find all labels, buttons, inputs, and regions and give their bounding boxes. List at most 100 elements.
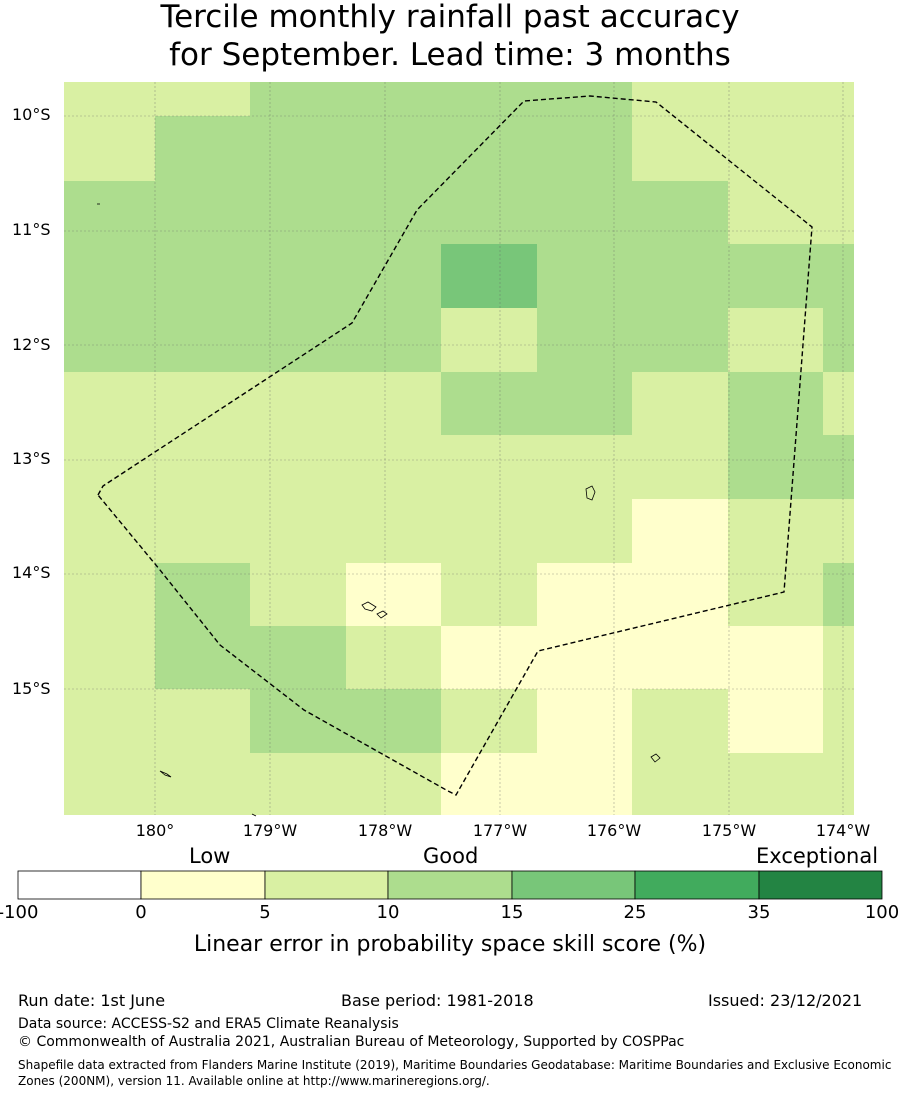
grid-cell xyxy=(250,689,346,753)
grid-cell xyxy=(64,308,155,372)
grid-cell xyxy=(155,116,250,181)
grid-cell xyxy=(346,626,441,689)
grid-cell xyxy=(728,499,823,563)
island-outline xyxy=(585,485,596,501)
grid-cell xyxy=(155,308,250,372)
colorbar-boxes xyxy=(17,870,883,900)
grid-cell xyxy=(441,626,537,689)
colorbar-box xyxy=(17,870,142,900)
grid-cell xyxy=(346,753,441,815)
grid-cell xyxy=(155,689,250,753)
grid-cell xyxy=(441,435,537,499)
grid-cell xyxy=(632,116,728,181)
lat-label: 11°S xyxy=(12,220,51,239)
grid-cell xyxy=(441,116,537,181)
lon-label: 176°W xyxy=(586,821,642,840)
grid-cell xyxy=(632,435,728,499)
colorbar-tick: 10 xyxy=(376,902,400,923)
grid-cell xyxy=(64,116,155,181)
grid-cell xyxy=(728,689,823,753)
grid-cell xyxy=(64,753,155,815)
grid-cell xyxy=(537,116,632,181)
colorbar-tick: 0 xyxy=(135,902,147,923)
grid-cell xyxy=(346,563,441,626)
grid-cell xyxy=(441,82,537,116)
grid-cell xyxy=(64,689,155,753)
colorbar-box xyxy=(634,870,760,900)
chart-title-line-1: Tercile monthly rainfall past accuracy xyxy=(160,0,740,35)
grid-cell xyxy=(728,626,823,689)
grid-cell xyxy=(441,499,537,563)
grid-cell xyxy=(823,181,854,244)
colorbar-tick: 15 xyxy=(500,902,524,923)
legend-category-exceptional: Exceptional xyxy=(756,844,879,868)
grid-cell xyxy=(441,753,537,815)
colorbar-box xyxy=(387,870,513,900)
grid-cell xyxy=(346,181,441,244)
grid-cell xyxy=(537,181,632,244)
grid-cell xyxy=(155,563,250,626)
grid-cell xyxy=(346,499,441,563)
grid-cell xyxy=(155,435,250,499)
grid-cell xyxy=(823,435,854,499)
grid-cell xyxy=(537,563,632,626)
grid-cell xyxy=(155,82,250,116)
grid-cell xyxy=(728,435,823,499)
grid-cell xyxy=(441,563,537,626)
grid-cell xyxy=(441,244,537,308)
grid-cell xyxy=(632,689,728,753)
grid-cell xyxy=(632,499,728,563)
grid-cell xyxy=(728,372,823,435)
lat-label: 13°S xyxy=(12,449,51,468)
grid-cell xyxy=(632,308,728,372)
colorbar-tick: 5 xyxy=(259,902,271,923)
grid-cell xyxy=(250,372,346,435)
grid-cell xyxy=(441,372,537,435)
grid-cell xyxy=(250,435,346,499)
legend-category-good: Good xyxy=(423,844,479,868)
grid-cell xyxy=(250,181,346,244)
grid-cell xyxy=(632,372,728,435)
grid-cell xyxy=(823,116,854,181)
run-date: Run date: 1st June xyxy=(18,991,166,1010)
grid-cell xyxy=(441,181,537,244)
grid-cell xyxy=(250,626,346,689)
grid-cell xyxy=(250,499,346,563)
lon-label: 177°W xyxy=(472,821,528,840)
eez-boundary xyxy=(97,95,813,796)
grid-cell xyxy=(346,308,441,372)
grid-cell xyxy=(537,753,632,815)
grid-cell xyxy=(537,244,632,308)
grid-cell xyxy=(250,116,346,181)
chart-title-line-2: for September. Lead time: 3 months xyxy=(169,37,731,73)
grid-cell xyxy=(64,82,155,116)
grid-cell xyxy=(632,82,728,116)
grid-cell xyxy=(728,181,823,244)
island-outline xyxy=(376,610,388,619)
grid-cell xyxy=(64,372,155,435)
grid-cell xyxy=(632,626,728,689)
grid-cell xyxy=(155,244,250,308)
lat-label: 15°S xyxy=(12,679,51,698)
base-period: Base period: 1981-2018 xyxy=(341,991,534,1010)
grid-cell xyxy=(64,181,155,244)
grid-cell xyxy=(155,181,250,244)
grid-cell xyxy=(155,753,250,815)
island-outline xyxy=(361,601,377,612)
grid-cell xyxy=(823,308,854,372)
grid-cell xyxy=(155,626,250,689)
grid-cell xyxy=(823,499,854,563)
legend-category-low: Low xyxy=(189,844,231,868)
lon-label: 180° xyxy=(135,821,175,840)
grid-cell xyxy=(64,244,155,308)
grid-cell xyxy=(537,308,632,372)
grid-cell xyxy=(728,308,823,372)
island-outline xyxy=(159,770,172,778)
grid-cell xyxy=(537,689,632,753)
grid-cell xyxy=(250,563,346,626)
grid-cell xyxy=(346,244,441,308)
grid-cell xyxy=(823,626,854,689)
grid-cell xyxy=(537,435,632,499)
colorbar-box xyxy=(264,870,389,900)
grid-cell xyxy=(155,372,250,435)
